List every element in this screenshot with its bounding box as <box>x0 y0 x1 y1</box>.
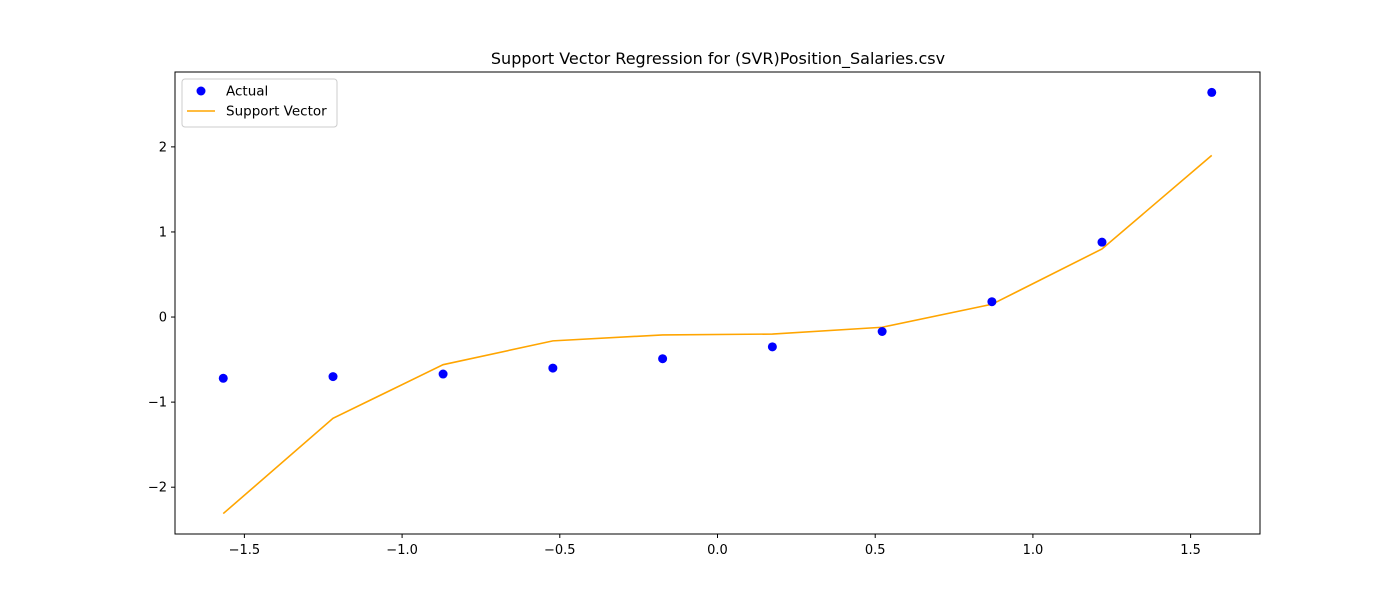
axes-frame <box>174 71 1261 535</box>
x-tick-label: 1.0 <box>1023 543 1044 558</box>
series-line-support-vector <box>222 154 1213 515</box>
plot-area: −1.5 −1.0 −0.5 0.0 0.5 1.0 1.5 −2 −1 0 1 2 <box>148 87 1217 558</box>
legend-marker-actual <box>196 86 206 96</box>
data-point-actual <box>218 373 228 383</box>
x-tick-label: 0.0 <box>707 543 728 558</box>
x-tick-label: 0.5 <box>865 543 886 558</box>
data-point-actual <box>987 297 997 307</box>
x-tick-label: 1.5 <box>1180 543 1201 558</box>
data-point-actual <box>767 342 777 352</box>
data-point-actual <box>1207 87 1217 97</box>
legend: Actual Support Vector <box>181 78 338 128</box>
legend-label: Actual <box>226 84 268 100</box>
y-tick-label: 0 <box>159 311 167 326</box>
y-tick-label: 1 <box>159 225 167 240</box>
x-tick-label: −1.0 <box>386 543 418 558</box>
y-tick-label: −1 <box>148 396 167 411</box>
data-point-actual <box>548 363 558 373</box>
x-tick-label: −1.5 <box>229 543 261 558</box>
legend-box <box>181 78 338 128</box>
data-point-actual <box>328 372 338 382</box>
x-tick-label: −0.5 <box>544 543 576 558</box>
y-tick-label: 2 <box>159 140 167 155</box>
data-point-actual <box>438 369 448 379</box>
chart-title: Support Vector Regression for (SVR)Posit… <box>491 49 945 69</box>
data-point-actual <box>658 354 668 364</box>
data-point-actual <box>877 327 887 337</box>
y-tick-label: −2 <box>148 481 167 496</box>
data-point-actual <box>1097 237 1107 247</box>
legend-label: Support Vector <box>226 104 327 120</box>
